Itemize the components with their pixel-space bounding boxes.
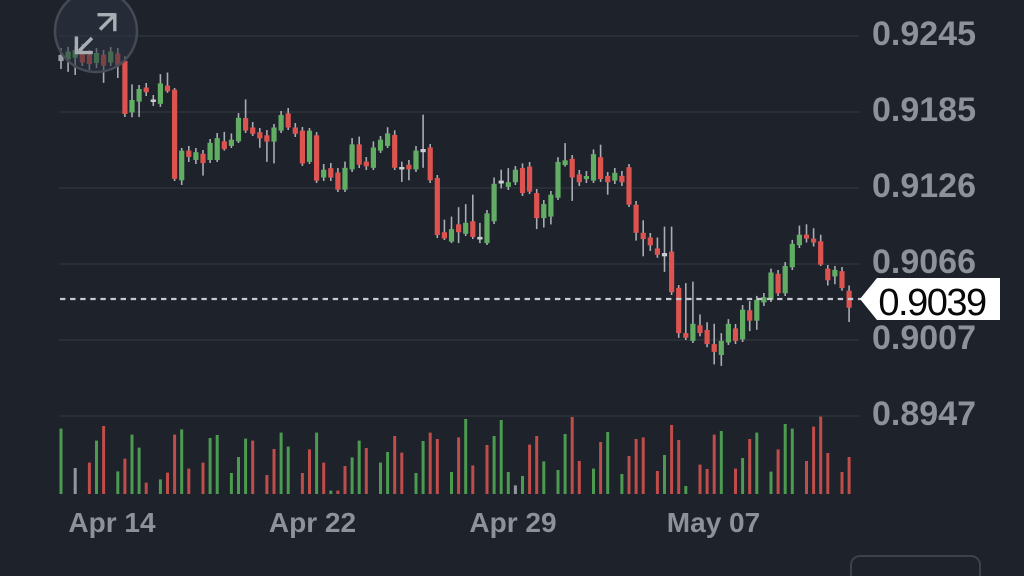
svg-text:Apr 14: Apr 14	[68, 507, 156, 538]
svg-text:0.9185: 0.9185	[872, 91, 976, 129]
svg-text:0.9126: 0.9126	[872, 167, 976, 205]
svg-text:0.9039: 0.9039	[878, 282, 986, 324]
svg-text:May 07: May 07	[667, 507, 760, 538]
svg-text:0.9007: 0.9007	[872, 319, 976, 357]
svg-text:Apr 29: Apr 29	[469, 507, 556, 538]
svg-text:Apr 22: Apr 22	[269, 507, 356, 538]
svg-text:0.9245: 0.9245	[872, 15, 976, 53]
svg-text:0.8947: 0.8947	[872, 395, 976, 433]
svg-text:0.9066: 0.9066	[872, 243, 976, 281]
